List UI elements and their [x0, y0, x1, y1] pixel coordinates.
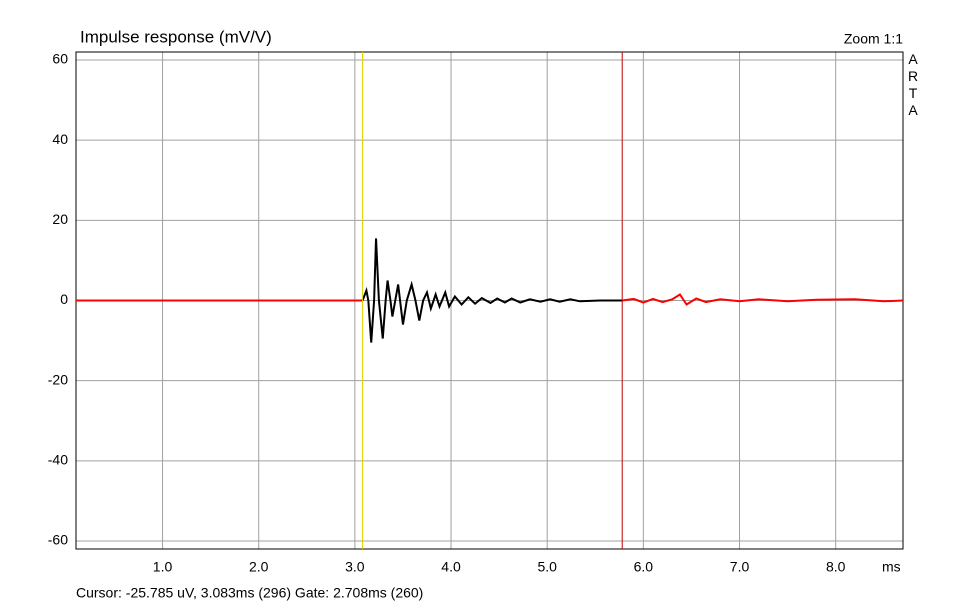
- x-tick-label: 5.0: [537, 559, 557, 575]
- impulse-line: [622, 293, 904, 306]
- x-unit: ms: [882, 559, 901, 575]
- y-tick-label: 20: [52, 211, 68, 227]
- x-tick-label: 8.0: [826, 559, 846, 575]
- chart-title: Impulse response (mV/V): [80, 27, 272, 46]
- status-bar: Cursor: -25.785 uV, 3.083ms (296) Gate: …: [76, 585, 423, 601]
- y-tick-label: 60: [52, 51, 68, 67]
- x-tick-label: 2.0: [249, 559, 269, 575]
- x-tick-label: 3.0: [345, 559, 365, 575]
- impulse-line: [361, 238, 623, 343]
- zoom-label: Zoom 1:1: [844, 31, 903, 47]
- y-tick-label: 0: [60, 291, 68, 307]
- y-tick-label: -40: [48, 452, 68, 468]
- y-tick-label: 40: [52, 131, 68, 147]
- x-tick-label: 6.0: [634, 559, 654, 575]
- y-tick-label: -60: [48, 532, 68, 548]
- x-tick-label: 1.0: [153, 559, 173, 575]
- y-tick-label: -20: [48, 371, 68, 387]
- x-tick-label: 4.0: [441, 559, 461, 575]
- x-tick-label: 7.0: [730, 559, 750, 575]
